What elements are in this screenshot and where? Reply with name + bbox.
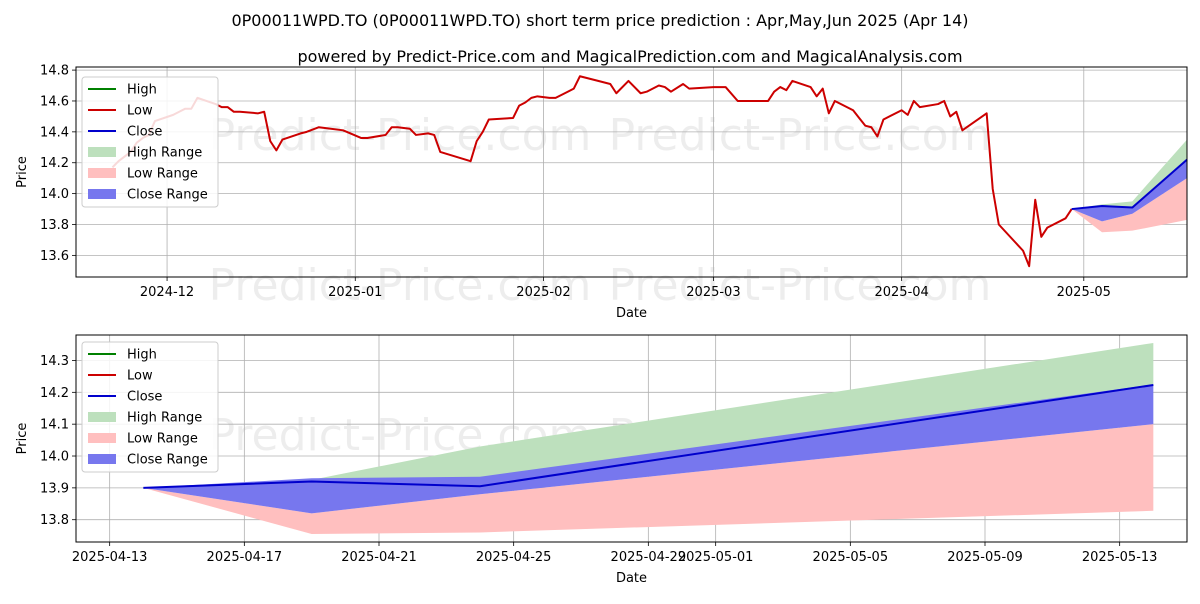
close-range-band <box>143 384 1154 514</box>
legend-entry: Close <box>127 390 162 405</box>
low-range-band <box>143 424 1154 535</box>
y-tick-label: 14.3 <box>40 354 69 369</box>
x-tick-label: 2025-04-13 <box>72 550 148 565</box>
x-tick-label: 2025-04-21 <box>341 550 417 565</box>
y-tick-label: 13.9 <box>40 481 69 496</box>
watermark-text: Predict-Price.com <box>209 110 592 161</box>
legend-entry: Close Range <box>127 188 208 203</box>
legend: High Low Close High Range Low Range Close Ran… <box>81 76 219 208</box>
x-tick-label: 2025-04-25 <box>476 550 552 565</box>
watermark-text: Predict-Price.com <box>209 260 592 311</box>
chart-subtitle: powered by Predict-Price.com and Magical… <box>297 47 962 66</box>
legend-swatch <box>88 168 116 178</box>
x-tick-label: 2025-04 <box>874 285 928 300</box>
plot-frame <box>75 334 1188 543</box>
close-range-band <box>1071 159 1187 222</box>
x-tick-label: 2025-05-09 <box>947 550 1023 565</box>
x-tick-label: 2025-03 <box>686 285 740 300</box>
x-tick-label: 2025-05-05 <box>813 550 889 565</box>
x-tick-label: 2024-12 <box>140 285 194 300</box>
legend-entry: High Range <box>127 411 202 426</box>
plot-frame <box>75 66 1188 278</box>
y-axis-label: Price <box>15 423 30 455</box>
legend-swatch <box>88 454 116 464</box>
y-tick-label: 14.8 <box>40 64 69 79</box>
x-tick-label: 2025-05-13 <box>1082 550 1158 565</box>
y-axis-label: Price <box>15 156 30 188</box>
x-tick-label: 2025-05 <box>1057 285 1111 300</box>
legend-entry: High <box>127 83 157 98</box>
low-range-band <box>1071 178 1187 233</box>
x-tick-label: 2025-05-01 <box>678 550 754 565</box>
close-series-line <box>1071 158 1188 211</box>
y-tick-label: 14.1 <box>40 418 69 433</box>
legend-swatch <box>88 147 116 157</box>
legend-entry: Low Range <box>127 167 198 182</box>
chart-panel-1: Predict-Price.com Predict-Price.com Predic… <box>15 64 1188 321</box>
legend-entry: High Range <box>127 146 202 161</box>
y-tick-label: 14.6 <box>40 94 69 109</box>
close-series-line <box>143 384 1154 489</box>
low-series-line <box>111 75 1073 268</box>
legend-swatch <box>88 412 116 422</box>
legend-entry: Low Range <box>127 432 198 447</box>
y-tick-label: 14.2 <box>40 386 69 401</box>
legend-entry: Low <box>127 369 153 384</box>
y-tick-label: 13.8 <box>40 513 69 528</box>
legend-swatch <box>88 189 116 199</box>
x-axis-label: Date <box>616 306 647 321</box>
x-tick-label: 2025-04-29 <box>611 550 687 565</box>
high-range-band <box>1071 139 1187 210</box>
x-tick-label: 2025-02 <box>516 285 570 300</box>
y-tick-label: 13.8 <box>40 218 69 233</box>
y-tick-label: 14.2 <box>40 156 69 171</box>
y-tick-label: 14.4 <box>40 125 69 140</box>
y-tick-label: 14.0 <box>40 450 69 465</box>
legend: High Low Close High Range Low Range Close Ran… <box>81 341 219 473</box>
chart-panel-2: Predict-Price.comPredict-Price.com13.813… <box>15 334 1188 586</box>
watermark-text: Predict-Price.com <box>609 110 992 161</box>
y-tick-label: 13.6 <box>40 249 69 264</box>
x-tick-label: 2025-04-17 <box>207 550 283 565</box>
legend-entry: Close <box>127 125 162 140</box>
x-axis-label: Date <box>616 571 647 586</box>
legend-entry: High <box>127 348 157 363</box>
chart-title: 0P00011WPD.TO (0P00011WPD.TO) short term… <box>231 11 968 30</box>
watermark-text: Predict-Price.com <box>609 260 992 311</box>
y-tick-label: 14.0 <box>40 187 69 202</box>
x-tick-label: 2025-01 <box>328 285 382 300</box>
legend-entry: Low <box>127 104 153 119</box>
legend-entry: Close Range <box>127 453 208 468</box>
legend-swatch <box>88 433 116 443</box>
